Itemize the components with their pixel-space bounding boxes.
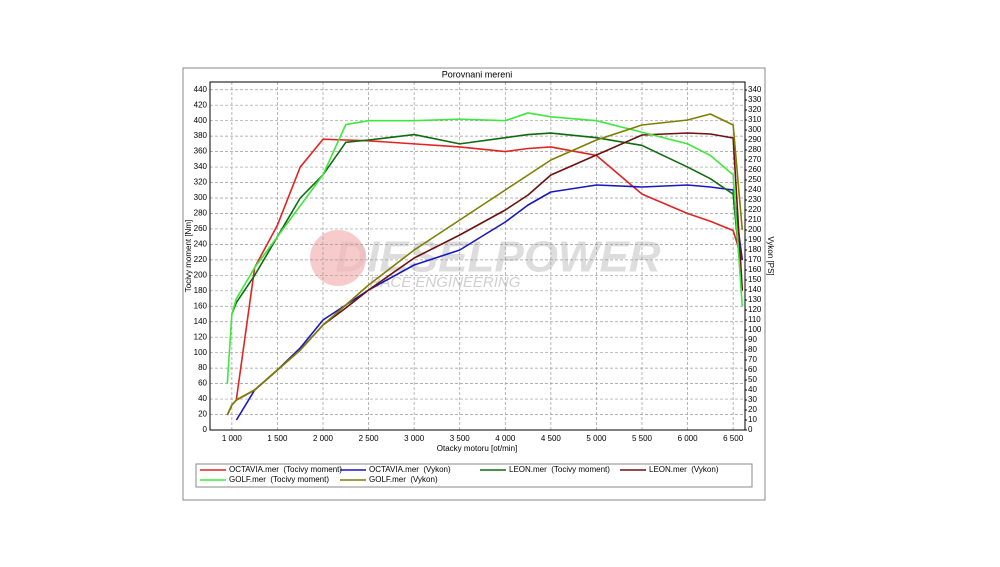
y2-tick-label: 10: [748, 415, 757, 424]
y-tick-label: 380: [194, 131, 208, 140]
y-tick-label: 120: [194, 332, 208, 341]
y-tick-label: 400: [194, 116, 208, 125]
y2-tick-label: 90: [748, 335, 757, 344]
line-series: [226, 113, 744, 416]
x-tick-label: 4 000: [495, 434, 516, 443]
y-tick-label: 320: [194, 178, 208, 187]
legend-label: OCTAVIA.mer (Vykon): [369, 465, 451, 474]
x-tick-label: 2 500: [359, 434, 380, 443]
y-tick-label: 60: [198, 379, 207, 388]
y-tick-label: 420: [194, 100, 208, 109]
legend-label: LEON.mer (Vykon): [649, 465, 719, 474]
legend-box: [195, 463, 753, 488]
y-tick-label: 240: [194, 240, 208, 249]
y2-axis-label: Vykon [PS]: [766, 236, 775, 275]
y-tick-label: 20: [198, 410, 207, 419]
y2-tick-label: 80: [748, 345, 757, 354]
y-tick-label: 40: [198, 394, 207, 403]
x-tick-label: 2 000: [313, 434, 334, 443]
line-series: [235, 184, 744, 421]
y2-tick-label: 220: [748, 205, 762, 214]
y2-tick-label: 50: [748, 375, 757, 384]
y2-tick-label: 160: [748, 265, 762, 274]
y2-tick-label: 60: [748, 365, 757, 374]
y2-tick-label: 240: [748, 185, 762, 194]
x-tick-label: 3 500: [450, 434, 471, 443]
y2-tick-label: 230: [748, 195, 762, 204]
x-tick-label: 5 500: [632, 434, 653, 443]
y2-tick-label: 310: [748, 115, 762, 124]
y2-tick-label: 250: [748, 175, 762, 184]
y2-tick-label: 270: [748, 155, 762, 164]
y2-tick-label: 170: [748, 255, 762, 264]
legend-label: LEON.mer (Tocivy moment): [509, 465, 610, 474]
y-tick-label: 140: [194, 317, 208, 326]
y-tick-label: 280: [194, 209, 208, 218]
frame: [182, 67, 766, 501]
y2-tick-label: 40: [748, 385, 757, 394]
y-tick-label: 160: [194, 301, 208, 310]
y-tick-label: 80: [198, 363, 207, 372]
y-tick-label: 220: [194, 255, 208, 264]
y2-tick-label: 120: [748, 305, 762, 314]
y-tick-label: 440: [194, 85, 208, 94]
y2-tick-label: 20: [748, 405, 757, 414]
y2-tick-label: 70: [748, 355, 757, 364]
line-series: [235, 138, 744, 400]
y-tick-label: 260: [194, 224, 208, 233]
x-tick-label: 1 500: [267, 434, 288, 443]
x-tick-label: 3 000: [404, 434, 425, 443]
y2-tick-label: 130: [748, 295, 762, 304]
watermark-logo: [310, 230, 366, 286]
y-tick-label: 0: [203, 425, 208, 434]
x-tick-label: 4 500: [541, 434, 562, 443]
line-series: [226, 112, 744, 384]
y2-tick-label: 260: [748, 165, 762, 174]
y2-tick-label: 200: [748, 225, 762, 234]
y2-tick-label: 190: [748, 235, 762, 244]
y2-tick-label: 100: [748, 325, 762, 334]
y-tick-label: 300: [194, 193, 208, 202]
y-tick-label: 360: [194, 147, 208, 156]
x-tick-label: 6 000: [678, 434, 699, 443]
y2-tick-label: 140: [748, 285, 762, 294]
legend-label: GOLF.mer (Vykon): [369, 475, 438, 484]
y2-tick-label: 110: [748, 315, 761, 324]
y2-tick-label: 30: [748, 395, 757, 404]
x-tick-label: 5 000: [586, 434, 607, 443]
x-tick-label: 6 500: [723, 434, 744, 443]
y2-tick-label: 280: [748, 145, 762, 154]
y2-tick-label: 0: [748, 425, 753, 434]
y2-tick-label: 320: [748, 105, 762, 114]
y2-tick-label: 210: [748, 215, 762, 224]
y2-tick-label: 290: [748, 135, 762, 144]
chart-title: Porovnani mereni: [442, 69, 513, 79]
plot-area: [209, 81, 746, 431]
watermark-sub: RACE ENGINEERING: [370, 274, 521, 291]
legend-label: GOLF.mer (Tocivy moment): [229, 475, 329, 484]
y2-tick-label: 300: [748, 125, 762, 134]
y-tick-label: 180: [194, 286, 208, 295]
y2-tick-label: 340: [748, 85, 762, 94]
y2-tick-label: 330: [748, 95, 762, 104]
y-tick-label: 340: [194, 162, 208, 171]
y2-tick-label: 180: [748, 245, 762, 254]
y2-tick-label: 150: [748, 275, 762, 284]
y-tick-label: 100: [194, 348, 208, 357]
x-axis-label: Otacky motoru [ot/min]: [437, 444, 517, 453]
y-axis-label: Tocivy moment [Nm]: [184, 220, 193, 292]
legend-label: OCTAVIA.mer (Tocivy moment): [229, 465, 342, 474]
y-tick-label: 200: [194, 270, 208, 279]
x-tick-label: 1 000: [222, 434, 243, 443]
watermark: DIESELPOWER: [335, 233, 660, 282]
